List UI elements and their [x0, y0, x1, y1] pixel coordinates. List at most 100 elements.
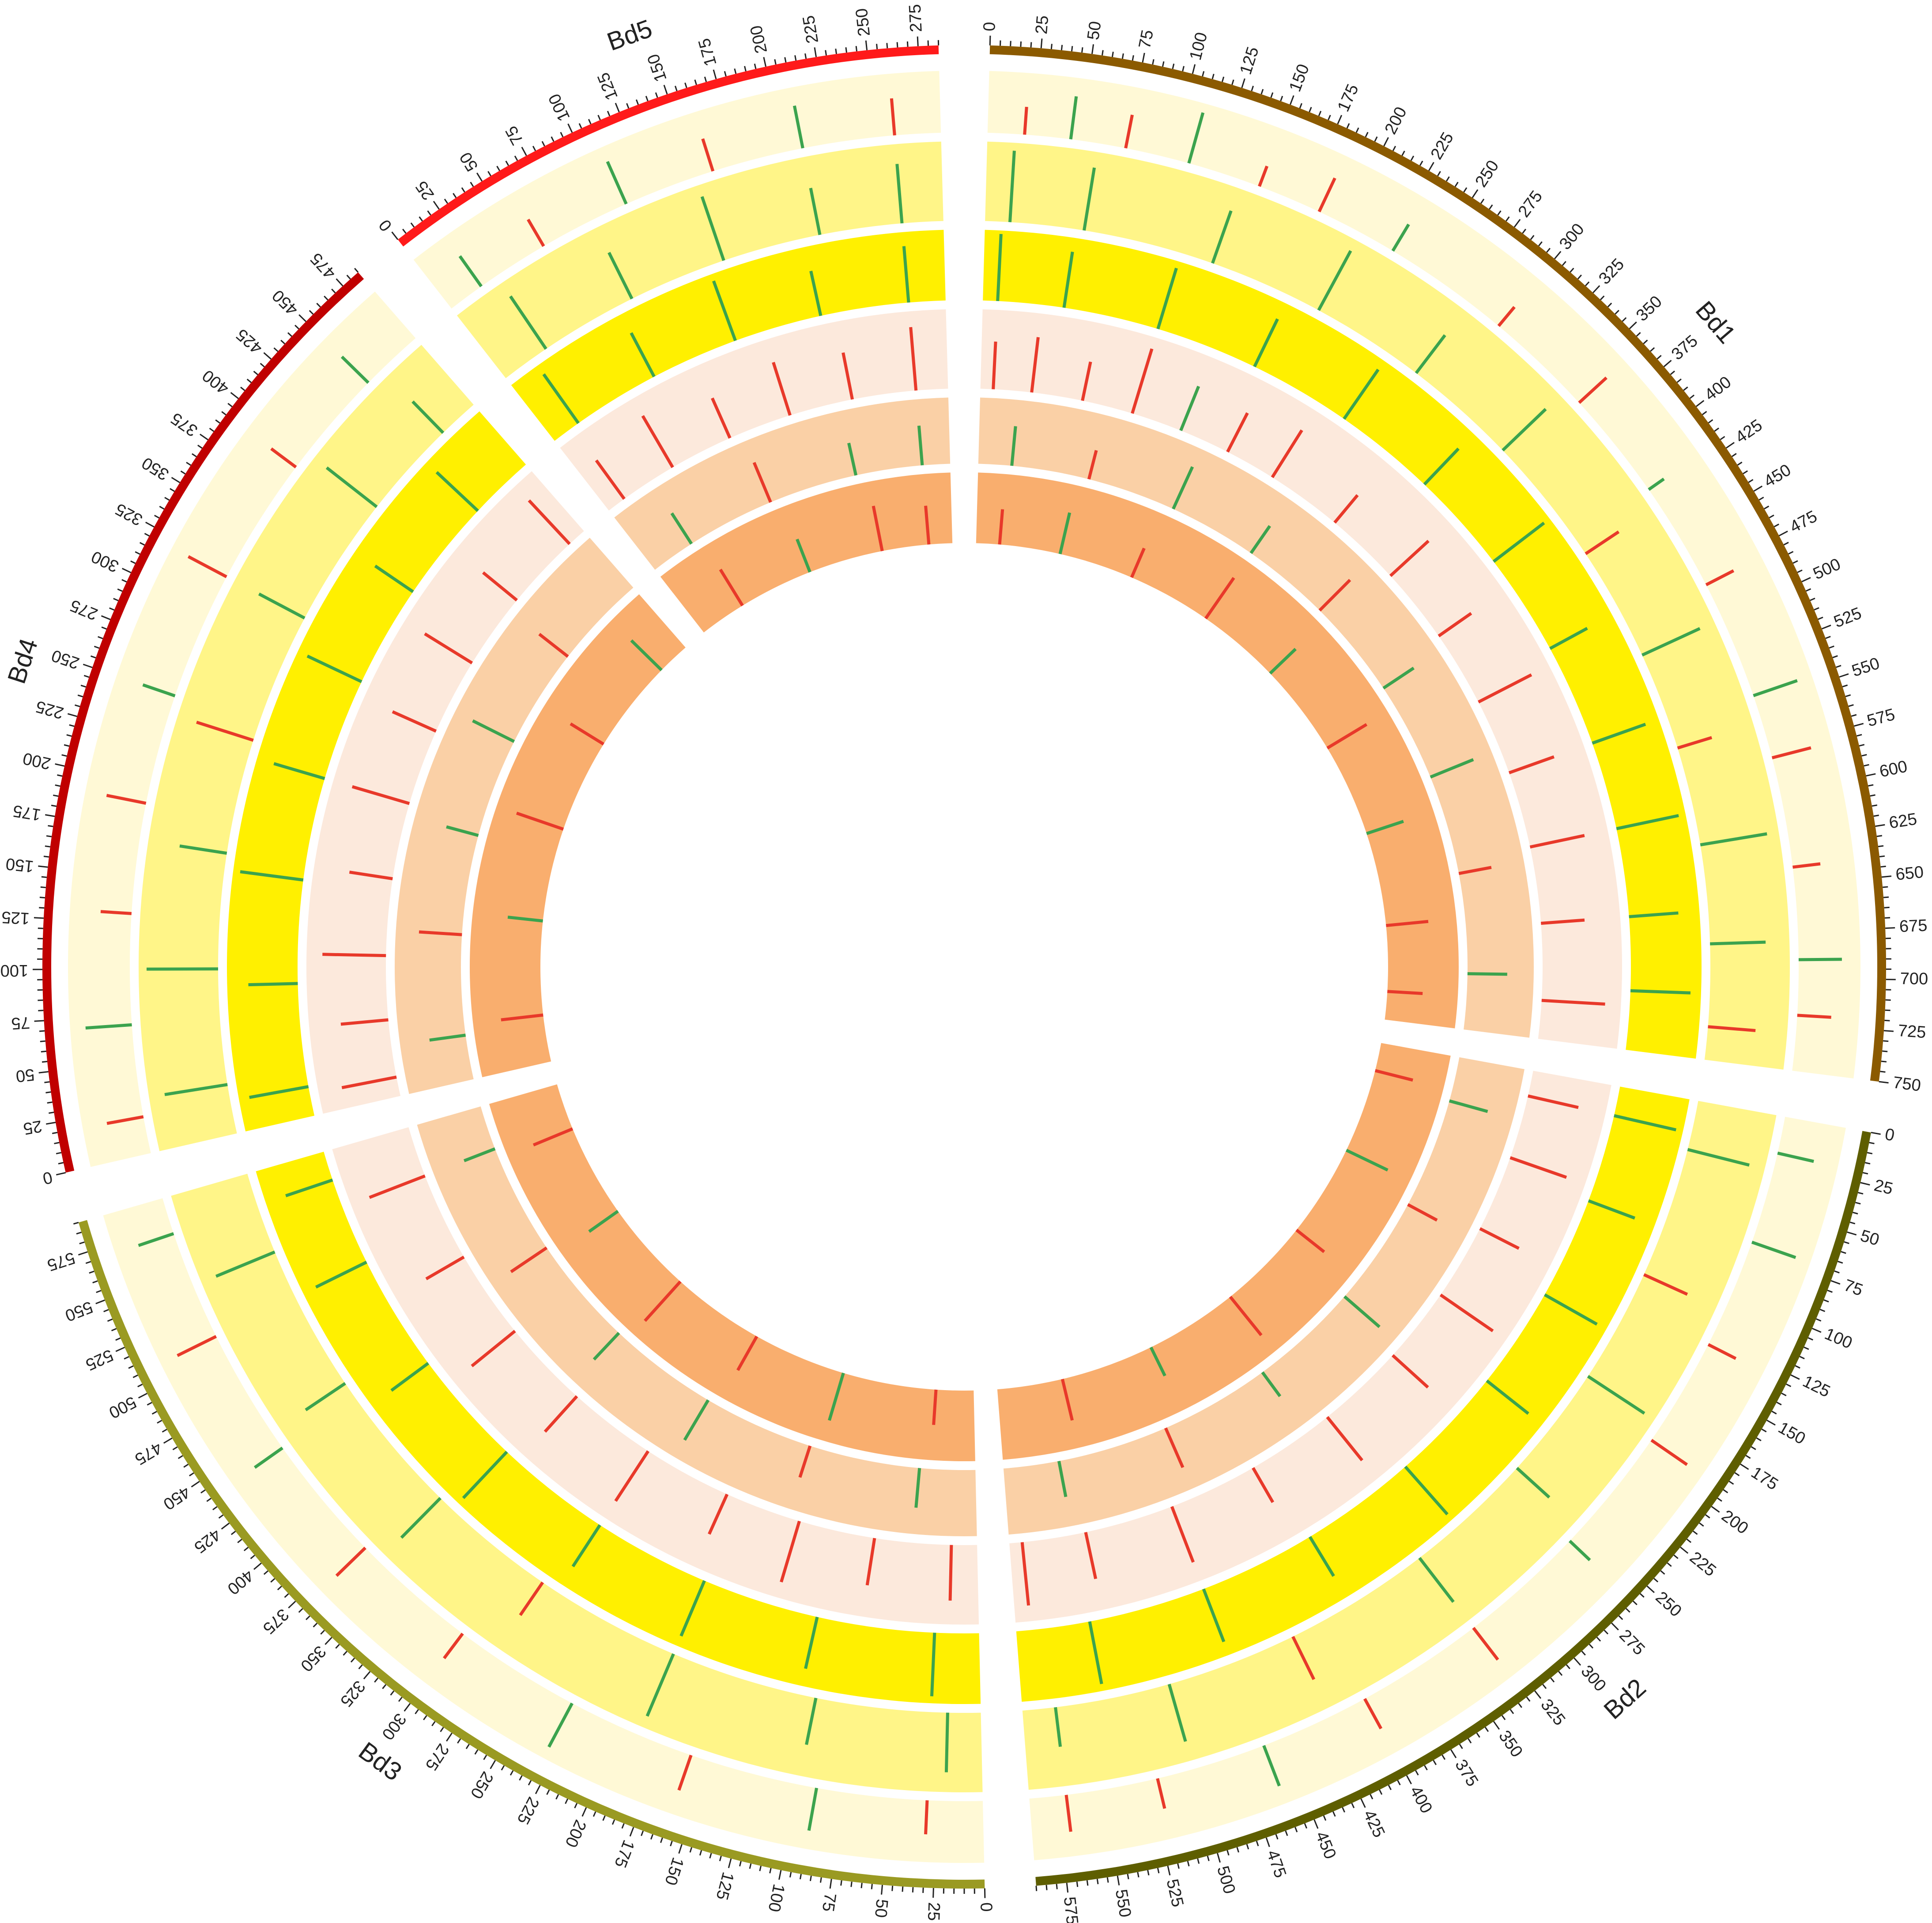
tick-label-Bd3-475: 475 — [132, 1438, 165, 1469]
tick-Bd1-250 — [1472, 189, 1479, 198]
mark-Bd1-t1-down — [1415, 334, 1446, 374]
mark-Bd1-t1-up — [1708, 1025, 1756, 1032]
tick-label-Bd4-100: 100 — [0, 961, 29, 980]
tick-label-Bd1-650: 650 — [1895, 863, 1924, 884]
mark-Bd3-t1-down — [645, 1653, 675, 1717]
tick-Bd2-490 — [1236, 1847, 1239, 1853]
tick-Bd1-355 — [1636, 332, 1641, 337]
mark-Bd3-t3-up — [614, 1450, 650, 1502]
mark-Bd1-t0-down — [1648, 478, 1665, 491]
tick-label-Bd3-525: 525 — [83, 1346, 116, 1374]
tick-label-Bd2-450: 450 — [1312, 1829, 1340, 1862]
tick-Bd1-740 — [1881, 1060, 1887, 1063]
tick-Bd5-20 — [427, 210, 431, 216]
tick-label-Bd3-175: 175 — [611, 1837, 638, 1870]
mark-Bd1-t3-up — [1131, 348, 1154, 414]
mark-Bd3-t1-down — [400, 1497, 442, 1539]
mark-Bd1-t5-up — [1130, 547, 1146, 578]
tick-Bd3-120 — [739, 1861, 742, 1866]
track-4-bg-Bd2 — [1003, 1057, 1524, 1535]
tick-Bd2-90 — [1819, 1308, 1826, 1312]
tick-Bd4-200 — [55, 763, 65, 767]
tick-label-Bd5-175: 175 — [695, 36, 721, 68]
tick-Bd1-245 — [1463, 187, 1468, 193]
tick-Bd1-225 — [1428, 162, 1434, 171]
mark-Bd5-t5-up — [872, 505, 884, 551]
tick-Bd2-525 — [1167, 1866, 1171, 1876]
tick-Bd3-480 — [162, 1429, 167, 1433]
tick-label-Bd2-275: 275 — [1615, 1626, 1648, 1659]
mark-Bd2-t3-up — [1252, 1467, 1275, 1503]
tick-Bd2-500 — [1217, 1853, 1221, 1863]
tick-Bd3-220 — [546, 1789, 550, 1795]
tick-Bd2-550 — [1117, 1875, 1120, 1885]
tick-Bd4-205 — [61, 754, 67, 757]
tick-Bd4-385 — [215, 419, 220, 424]
mark-Bd3-t5-up — [736, 1335, 758, 1371]
tick-label-Bd5-25: 25 — [412, 177, 438, 204]
mark-Bd1-t0-down — [1391, 223, 1410, 252]
mark-Bd2-t1-up — [1643, 1273, 1688, 1296]
tick-Bd3-255 — [483, 1754, 487, 1760]
tick-Bd2-5 — [1869, 1142, 1875, 1144]
tick-Bd1-240 — [1454, 181, 1459, 187]
tick-Bd3-90 — [799, 1874, 802, 1880]
tick-Bd2-560 — [1096, 1878, 1099, 1885]
tick-Bd4-450 — [298, 314, 306, 322]
mark-Bd1-t4-down — [1249, 525, 1272, 554]
tick-Bd1-455 — [1758, 497, 1764, 501]
mark-Bd1-t3-up — [1438, 612, 1472, 637]
tick-Bd2-105 — [1807, 1337, 1814, 1341]
tick-label-Bd1-600: 600 — [1878, 757, 1909, 781]
tick-label-Bd1-550: 550 — [1849, 654, 1882, 681]
tick-Bd4-410 — [246, 378, 252, 383]
tick-label-Bd4-125: 125 — [1, 908, 30, 928]
mark-Bd4-t5-up — [501, 1013, 543, 1022]
tick-Bd2-160 — [1756, 1437, 1762, 1441]
mark-Bd5-t4-down — [670, 512, 693, 545]
tick-Bd4-325 — [145, 521, 155, 528]
tick-Bd1-505 — [1805, 588, 1811, 592]
tick-Bd1-210 — [1401, 151, 1405, 156]
tick-Bd1-170 — [1328, 115, 1331, 121]
tick-Bd3-325 — [363, 1671, 371, 1680]
tick-Bd2-450 — [1313, 1819, 1319, 1829]
tick-label-Bd2-50: 50 — [1858, 1226, 1882, 1249]
tick-Bd3-130 — [719, 1855, 722, 1862]
mark-Bd2-t2-down — [1202, 1588, 1226, 1643]
mark-Bd4-t5-down — [630, 639, 663, 671]
tick-Bd4-440 — [287, 332, 292, 337]
tick-Bd3-115 — [749, 1863, 752, 1869]
tick-Bd4-240 — [80, 685, 87, 688]
mark-Bd5-t0-up — [701, 138, 715, 172]
tick-Bd2-505 — [1207, 1855, 1210, 1861]
tick-Bd1-175 — [1337, 115, 1343, 124]
tick-label-Bd1-175: 175 — [1334, 81, 1362, 114]
tick-Bd5-10 — [410, 222, 415, 228]
tick-Bd3-450 — [191, 1481, 200, 1488]
tick-Bd2-305 — [1566, 1664, 1570, 1670]
mark-Bd1-t3-up — [1389, 539, 1430, 577]
mark-Bd1-t1-down — [1008, 151, 1016, 222]
tick-Bd1-500 — [1801, 577, 1811, 582]
track-0-bg-Bd3 — [103, 1198, 985, 1863]
tick-Bd5-155 — [674, 86, 678, 91]
tick-Bd3-50 — [881, 1885, 883, 1895]
tick-Bd1-75 — [1142, 53, 1145, 63]
tick-Bd2-35 — [1855, 1202, 1861, 1205]
tick-Bd4-210 — [64, 744, 70, 747]
tick-Bd2-435 — [1342, 1807, 1345, 1813]
tick-Bd4-5 — [58, 1162, 64, 1165]
tick-Bd1-55 — [1102, 50, 1104, 56]
tick-label-Bd1-150: 150 — [1286, 62, 1313, 94]
tick-Bd2-485 — [1246, 1844, 1249, 1850]
mark-Bd3-t5-up — [644, 1280, 682, 1322]
mark-Bd2-t1-down — [1587, 1375, 1645, 1415]
tick-Bd1-445 — [1748, 479, 1754, 483]
tick-Bd4-360 — [186, 462, 191, 466]
tick-Bd4-190 — [55, 784, 60, 787]
tick-Bd2-145 — [1771, 1410, 1777, 1414]
mark-Bd2-t1-down — [1418, 1557, 1455, 1603]
tick-Bd2-295 — [1581, 1651, 1586, 1656]
tick-Bd1-435 — [1737, 461, 1743, 466]
